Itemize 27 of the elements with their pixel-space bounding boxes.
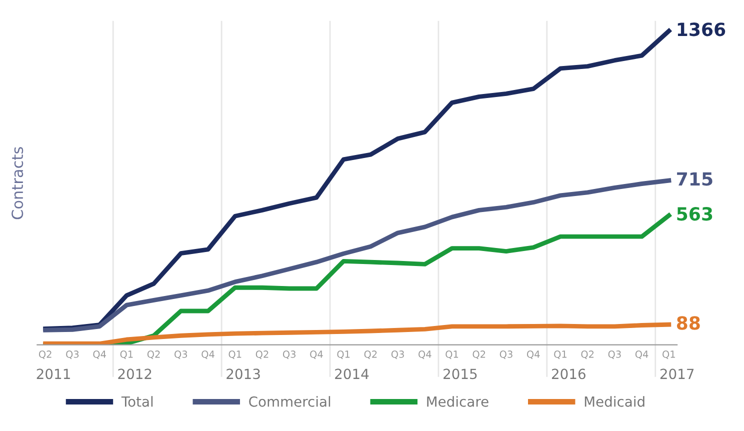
data-label: 88 xyxy=(676,316,700,330)
x-tick-label: Q2 xyxy=(472,350,486,359)
data-label: 715 xyxy=(677,172,712,186)
legend-label: Total xyxy=(121,396,153,407)
category-label: Q1 2017 xyxy=(660,350,694,380)
x-tick-label: Q4 xyxy=(526,350,540,359)
x-tick-label: Q3 xyxy=(608,350,621,359)
legend-label: Commercial xyxy=(249,396,330,407)
x-tick-label: Q4 xyxy=(93,350,106,359)
x-tick-label: Q2 xyxy=(147,350,160,359)
x-tick-label: Q2 xyxy=(364,350,377,359)
legend-label: Medicare xyxy=(427,396,488,407)
legend-label: Medicaid xyxy=(584,396,644,407)
x-tick-label: Q4 xyxy=(418,350,432,359)
y-axis-title: Contracts xyxy=(12,147,24,220)
x-tick-label: Q2 xyxy=(581,350,594,359)
data-label: 563 xyxy=(677,207,712,221)
x-tick-label: Q4 xyxy=(635,350,648,359)
x-tick-label: Q3 xyxy=(282,350,296,359)
data-label: 1366 xyxy=(678,22,726,36)
x-tick-label: Q3 xyxy=(174,350,188,359)
x-tick-label: Q4 xyxy=(202,350,214,359)
x-tick-label: Q3 xyxy=(391,350,404,359)
x-tick-label: Q4 xyxy=(310,350,323,359)
x-tick-label: Q3 xyxy=(500,350,512,359)
x-tick-label: Q2 xyxy=(256,350,268,359)
x-tick-label: Q3 xyxy=(66,350,79,359)
